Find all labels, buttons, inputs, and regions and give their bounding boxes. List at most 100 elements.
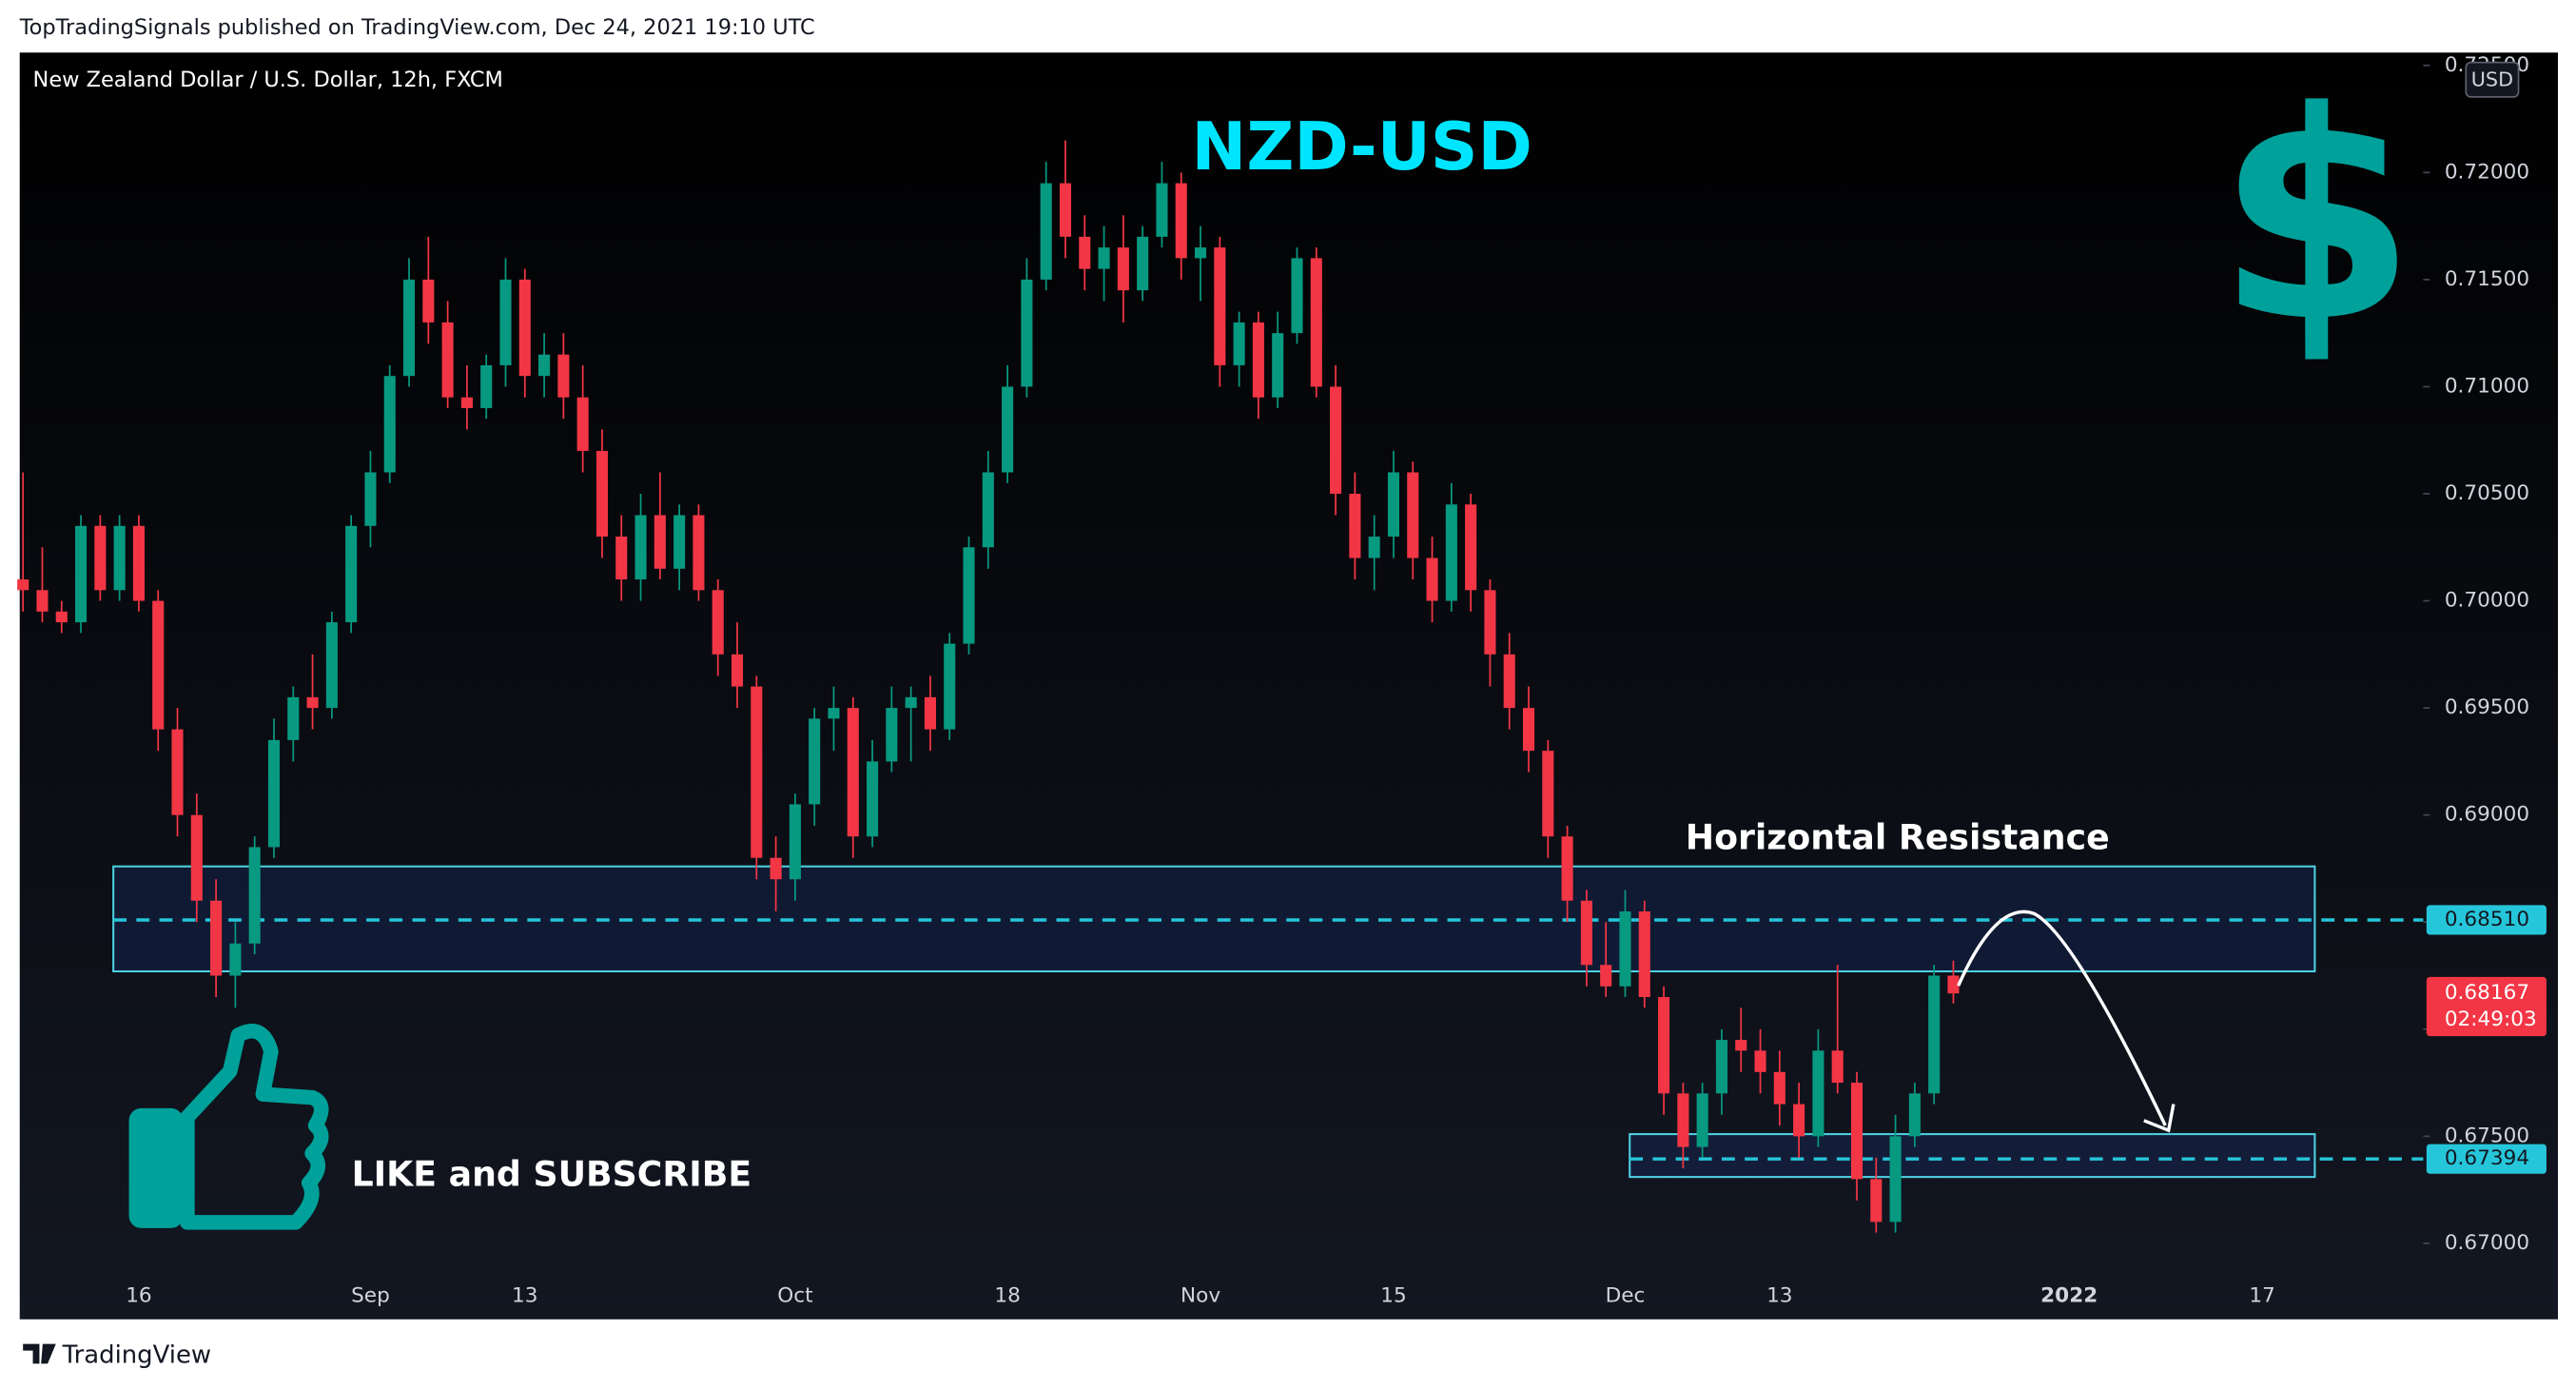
candle-body — [1831, 1050, 1844, 1084]
candle-body — [1696, 1093, 1708, 1147]
candle-body — [1349, 494, 1361, 558]
y-tick-label: 0.70500 — [2445, 481, 2529, 505]
candle-body — [693, 515, 705, 591]
candle-body — [325, 622, 338, 709]
candle-body — [1754, 1050, 1766, 1072]
candle-body — [576, 397, 589, 451]
support-resistance-zone — [112, 865, 2316, 973]
candle-body — [1522, 708, 1535, 752]
candle-body — [75, 525, 88, 623]
candle-body — [847, 708, 859, 837]
currency-label: USD — [2471, 68, 2513, 91]
level-price-box — [2426, 1144, 2547, 1174]
x-tick-label: 13 — [512, 1284, 537, 1308]
candle-body — [905, 696, 917, 709]
bar-countdown: 02:49:03 — [2445, 1008, 2537, 1031]
candle-body — [1812, 1050, 1825, 1137]
candle-body — [1426, 558, 1438, 601]
publish-header: TopTradingSignals published on TradingVi… — [19, 15, 815, 40]
candle-body — [1658, 997, 1670, 1094]
candle-body — [1175, 183, 1187, 259]
y-tick-label: 0.67000 — [2445, 1231, 2529, 1255]
candle-body — [1214, 247, 1226, 365]
candle-body — [654, 515, 666, 569]
level-price-label: 0.67394 — [2445, 1146, 2529, 1170]
candle-body — [1194, 247, 1207, 259]
x-tick-label: 13 — [1766, 1284, 1792, 1308]
candle-body — [1561, 836, 1573, 901]
candle-body — [132, 525, 145, 601]
candle-body — [1291, 258, 1303, 334]
candle-body — [1098, 247, 1110, 269]
candle-body — [383, 376, 396, 473]
projection-arrowhead — [2143, 1104, 2176, 1133]
candle-body — [422, 279, 435, 323]
candle-body — [210, 900, 223, 976]
candle-body — [306, 696, 319, 709]
candle-body — [1735, 1040, 1747, 1051]
candle-body — [770, 857, 782, 880]
candle-body — [557, 354, 570, 398]
candle-body — [55, 611, 68, 623]
candle-body — [1542, 751, 1554, 837]
candle-body — [94, 525, 107, 591]
candle-body — [789, 804, 801, 880]
level-price-label: 0.68510 — [2445, 908, 2529, 931]
candle-body — [1137, 236, 1149, 291]
candle-body — [1503, 654, 1515, 709]
candle-body — [36, 590, 49, 612]
candle-body — [287, 696, 300, 740]
y-tick-label: 0.69500 — [2445, 695, 2529, 719]
candle-body — [1600, 965, 1612, 987]
candle-body — [1580, 900, 1592, 966]
candle-body — [1368, 537, 1380, 558]
candle-body — [152, 600, 165, 730]
candle-body — [1252, 322, 1264, 398]
candle-body — [1889, 1136, 1902, 1223]
chart-title: NZD-USD — [1192, 109, 1532, 186]
candle-body — [1928, 975, 1941, 1094]
x-tick-label: 15 — [1380, 1284, 1406, 1308]
candle-body — [886, 708, 898, 762]
candle-body — [171, 729, 184, 815]
dollar-icon: $ — [2216, 50, 2416, 385]
x-tick-label: Oct — [777, 1284, 812, 1308]
candle-body — [1445, 504, 1457, 601]
x-tick-label: Nov — [1181, 1284, 1220, 1308]
candle-body — [1059, 183, 1072, 237]
projection-arrow — [1957, 910, 2167, 1126]
candle-body — [1021, 279, 1033, 387]
candle-body — [809, 718, 821, 805]
candle-body — [1407, 472, 1419, 558]
resistance-annotation: Horizontal Resistance — [1686, 816, 2110, 857]
candle-body — [1947, 975, 1960, 994]
x-tick-label: Sep — [351, 1284, 390, 1308]
candle-body — [1002, 386, 1014, 473]
candle-body — [1638, 910, 1650, 998]
support-resistance-zone — [1629, 1133, 2316, 1179]
candle-body — [518, 279, 531, 377]
candle-body — [1040, 183, 1052, 280]
thumbs-up-icon — [128, 1024, 329, 1230]
x-tick-label: Dec — [1606, 1284, 1646, 1308]
candle-body — [615, 537, 628, 580]
candle-body — [963, 547, 975, 644]
chart-panel — [19, 52, 2559, 1320]
y-tick-label: 0.67500 — [2445, 1124, 2529, 1147]
y-tick-label: 0.71000 — [2445, 374, 2529, 398]
candle-body — [828, 708, 840, 719]
x-tick-label: 2022 — [2040, 1284, 2098, 1308]
candle-body — [1793, 1104, 1805, 1137]
candle-body — [1079, 236, 1091, 269]
symbol-label: New Zealand Dollar / U.S. Dollar, 12h, F… — [33, 68, 503, 92]
y-tick-label: 0.72000 — [2445, 160, 2529, 184]
candle-body — [1850, 1083, 1864, 1180]
candle-body — [1330, 386, 1342, 495]
candle-body — [499, 279, 512, 365]
level-price-box — [2426, 905, 2547, 935]
candle-body — [634, 515, 647, 580]
candle-body — [1387, 472, 1400, 538]
candle-body — [538, 354, 551, 377]
